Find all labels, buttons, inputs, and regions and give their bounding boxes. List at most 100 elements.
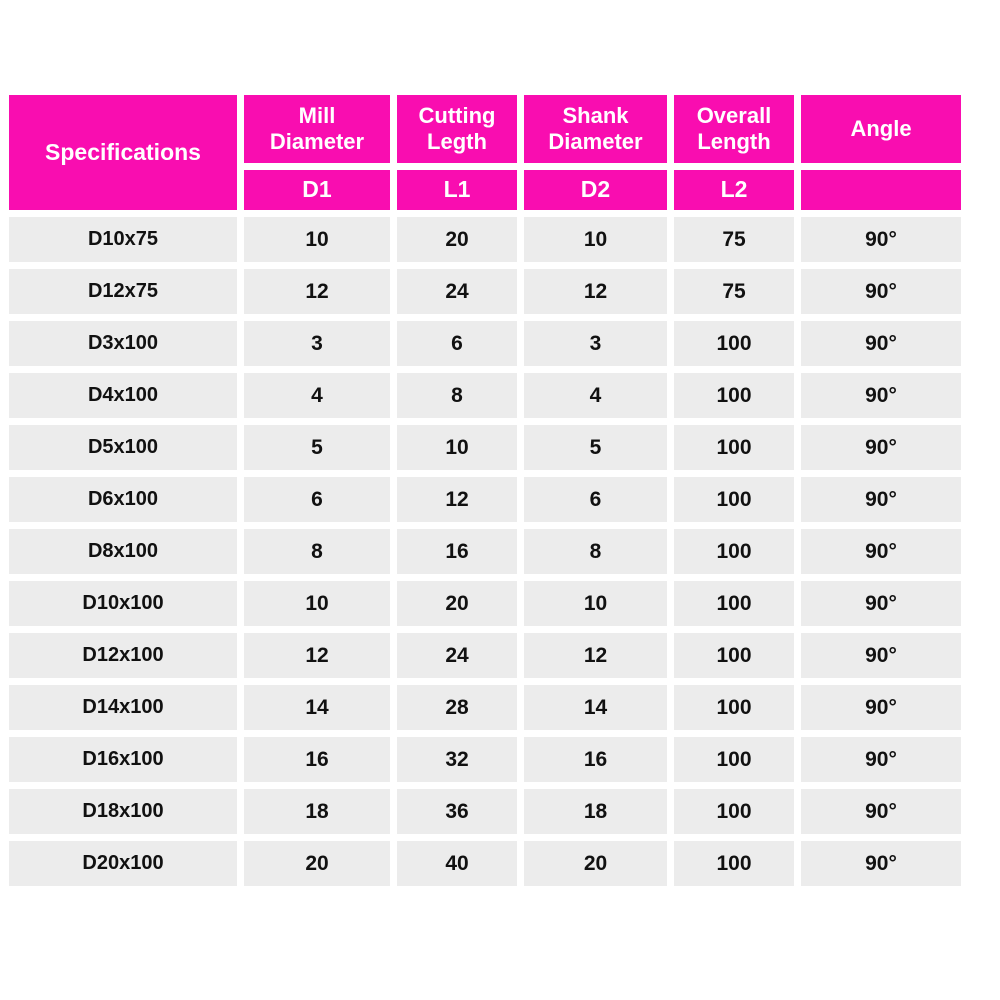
table-row: D12x75 12 24 12 75 90°: [9, 269, 961, 314]
table-row: D8x100 8 16 8 100 90°: [9, 529, 961, 574]
column-header-mill-diameter: Mill Diameter: [244, 95, 390, 163]
table-row: D4x100 4 8 4 100 90°: [9, 373, 961, 418]
overall-length-cell: 100: [674, 373, 794, 418]
spec-cell: D12x100: [9, 633, 237, 678]
cutting-length-cell: 40: [397, 841, 517, 886]
shank-diameter-cell: 12: [524, 269, 667, 314]
table-row: D5x100 5 10 5 100 90°: [9, 425, 961, 470]
overall-length-cell: 100: [674, 477, 794, 522]
mill-diameter-cell: 16: [244, 737, 390, 782]
table-row: D18x100 18 36 18 100 90°: [9, 789, 961, 834]
column-code-d2: D2: [524, 170, 667, 210]
spec-cell: D6x100: [9, 477, 237, 522]
overall-length-cell: 100: [674, 789, 794, 834]
mill-diameter-cell: 18: [244, 789, 390, 834]
shank-diameter-cell: 10: [524, 581, 667, 626]
column-header-cutting-length: Cutting Legth: [397, 95, 517, 163]
cutting-length-cell: 8: [397, 373, 517, 418]
spec-cell: D12x75: [9, 269, 237, 314]
overall-length-cell: 75: [674, 269, 794, 314]
shank-diameter-cell: 4: [524, 373, 667, 418]
overall-length-cell: 75: [674, 217, 794, 262]
column-code-l2: L2: [674, 170, 794, 210]
table-row: D3x100 3 6 3 100 90°: [9, 321, 961, 366]
column-code-l1: L1: [397, 170, 517, 210]
column-code-d1: D1: [244, 170, 390, 210]
column-code-angle-empty: [801, 170, 961, 210]
header-row-codes: D1 L1 D2 L2: [9, 170, 961, 210]
table-body: D10x75 10 20 10 75 90° D12x75 12 24 12 7…: [9, 217, 961, 886]
cutting-length-cell: 24: [397, 633, 517, 678]
cutting-length-cell: 12: [397, 477, 517, 522]
cutting-length-cell: 20: [397, 217, 517, 262]
mill-diameter-cell: 10: [244, 217, 390, 262]
spec-cell: D14x100: [9, 685, 237, 730]
spec-cell: D18x100: [9, 789, 237, 834]
angle-cell: 90°: [801, 269, 961, 314]
mill-diameter-cell: 5: [244, 425, 390, 470]
angle-cell: 90°: [801, 425, 961, 470]
overall-length-cell: 100: [674, 737, 794, 782]
spec-cell: D4x100: [9, 373, 237, 418]
overall-length-cell: 100: [674, 425, 794, 470]
cutting-length-cell: 32: [397, 737, 517, 782]
angle-cell: 90°: [801, 737, 961, 782]
spec-cell: D20x100: [9, 841, 237, 886]
spec-cell: D10x100: [9, 581, 237, 626]
angle-cell: 90°: [801, 789, 961, 834]
angle-cell: 90°: [801, 633, 961, 678]
table-row: D10x100 10 20 10 100 90°: [9, 581, 961, 626]
column-header-angle: Angle: [801, 95, 961, 163]
overall-length-cell: 100: [674, 321, 794, 366]
shank-diameter-cell: 20: [524, 841, 667, 886]
overall-length-cell: 100: [674, 581, 794, 626]
shank-diameter-cell: 16: [524, 737, 667, 782]
cutting-length-cell: 6: [397, 321, 517, 366]
angle-cell: 90°: [801, 217, 961, 262]
overall-length-cell: 100: [674, 685, 794, 730]
table-row: D10x75 10 20 10 75 90°: [9, 217, 961, 262]
column-header-overall-length: Overall Length: [674, 95, 794, 163]
cutting-length-cell: 36: [397, 789, 517, 834]
shank-diameter-cell: 12: [524, 633, 667, 678]
mill-diameter-cell: 12: [244, 633, 390, 678]
mill-diameter-cell: 4: [244, 373, 390, 418]
table-row: D14x100 14 28 14 100 90°: [9, 685, 961, 730]
angle-cell: 90°: [801, 685, 961, 730]
angle-cell: 90°: [801, 477, 961, 522]
mill-diameter-cell: 12: [244, 269, 390, 314]
mill-diameter-cell: 8: [244, 529, 390, 574]
mill-diameter-cell: 10: [244, 581, 390, 626]
spec-cell: D16x100: [9, 737, 237, 782]
spec-cell: D3x100: [9, 321, 237, 366]
shank-diameter-cell: 10: [524, 217, 667, 262]
overall-length-cell: 100: [674, 841, 794, 886]
overall-length-cell: 100: [674, 633, 794, 678]
table-row: D16x100 16 32 16 100 90°: [9, 737, 961, 782]
cutting-length-cell: 16: [397, 529, 517, 574]
mill-diameter-cell: 20: [244, 841, 390, 886]
angle-cell: 90°: [801, 321, 961, 366]
shank-diameter-cell: 5: [524, 425, 667, 470]
cutting-length-cell: 10: [397, 425, 517, 470]
table-row: D12x100 12 24 12 100 90°: [9, 633, 961, 678]
shank-diameter-cell: 6: [524, 477, 667, 522]
angle-cell: 90°: [801, 841, 961, 886]
mill-diameter-cell: 6: [244, 477, 390, 522]
shank-diameter-cell: 3: [524, 321, 667, 366]
cutting-length-cell: 28: [397, 685, 517, 730]
shank-diameter-cell: 18: [524, 789, 667, 834]
column-header-specifications: Specifications: [9, 95, 237, 210]
table-row: D6x100 6 12 6 100 90°: [9, 477, 961, 522]
cutting-length-cell: 20: [397, 581, 517, 626]
spec-cell: D10x75: [9, 217, 237, 262]
column-header-shank-diameter: Shank Diameter: [524, 95, 667, 163]
mill-diameter-cell: 3: [244, 321, 390, 366]
shank-diameter-cell: 14: [524, 685, 667, 730]
angle-cell: 90°: [801, 373, 961, 418]
angle-cell: 90°: [801, 581, 961, 626]
shank-diameter-cell: 8: [524, 529, 667, 574]
overall-length-cell: 100: [674, 529, 794, 574]
mill-diameter-cell: 14: [244, 685, 390, 730]
table-row: D20x100 20 40 20 100 90°: [9, 841, 961, 886]
